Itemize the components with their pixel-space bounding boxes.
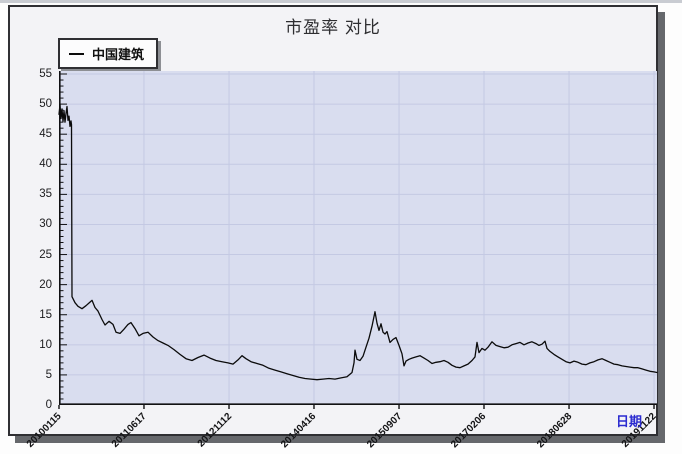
legend-line-swatch <box>69 52 84 55</box>
y-tick-label: 10 <box>39 338 52 351</box>
chart-title: 市盈率 对比 <box>285 18 381 37</box>
y-tick-label: 20 <box>39 278 52 291</box>
y-tick-label: 45 <box>39 128 52 141</box>
y-tick-label: 0 <box>45 399 52 411</box>
y-tick-label: 35 <box>39 188 52 201</box>
chart-window: 市盈率 对比 中国建筑 0 5 10 15 20 25 30 35 40 45 50 55 20100… <box>8 5 659 450</box>
y-tick-label: 25 <box>39 248 52 261</box>
y-tick-label: 15 <box>39 308 52 321</box>
y-tick-label: 40 <box>39 158 52 171</box>
y-tick-label: 30 <box>39 218 52 231</box>
y-tick-label: 5 <box>45 368 52 381</box>
x-axis-title: 日期 <box>615 414 642 429</box>
plot-area <box>58 71 658 409</box>
screenshot-top-edge <box>0 0 682 3</box>
legend-label: 中国建筑 <box>92 47 145 62</box>
plot-canvas <box>58 71 658 409</box>
pe-ratio-line-series <box>58 104 658 381</box>
y-tick-label: 50 <box>39 98 52 111</box>
legend: 中国建筑 <box>58 38 159 69</box>
y-tick-label: 55 <box>39 68 52 80</box>
